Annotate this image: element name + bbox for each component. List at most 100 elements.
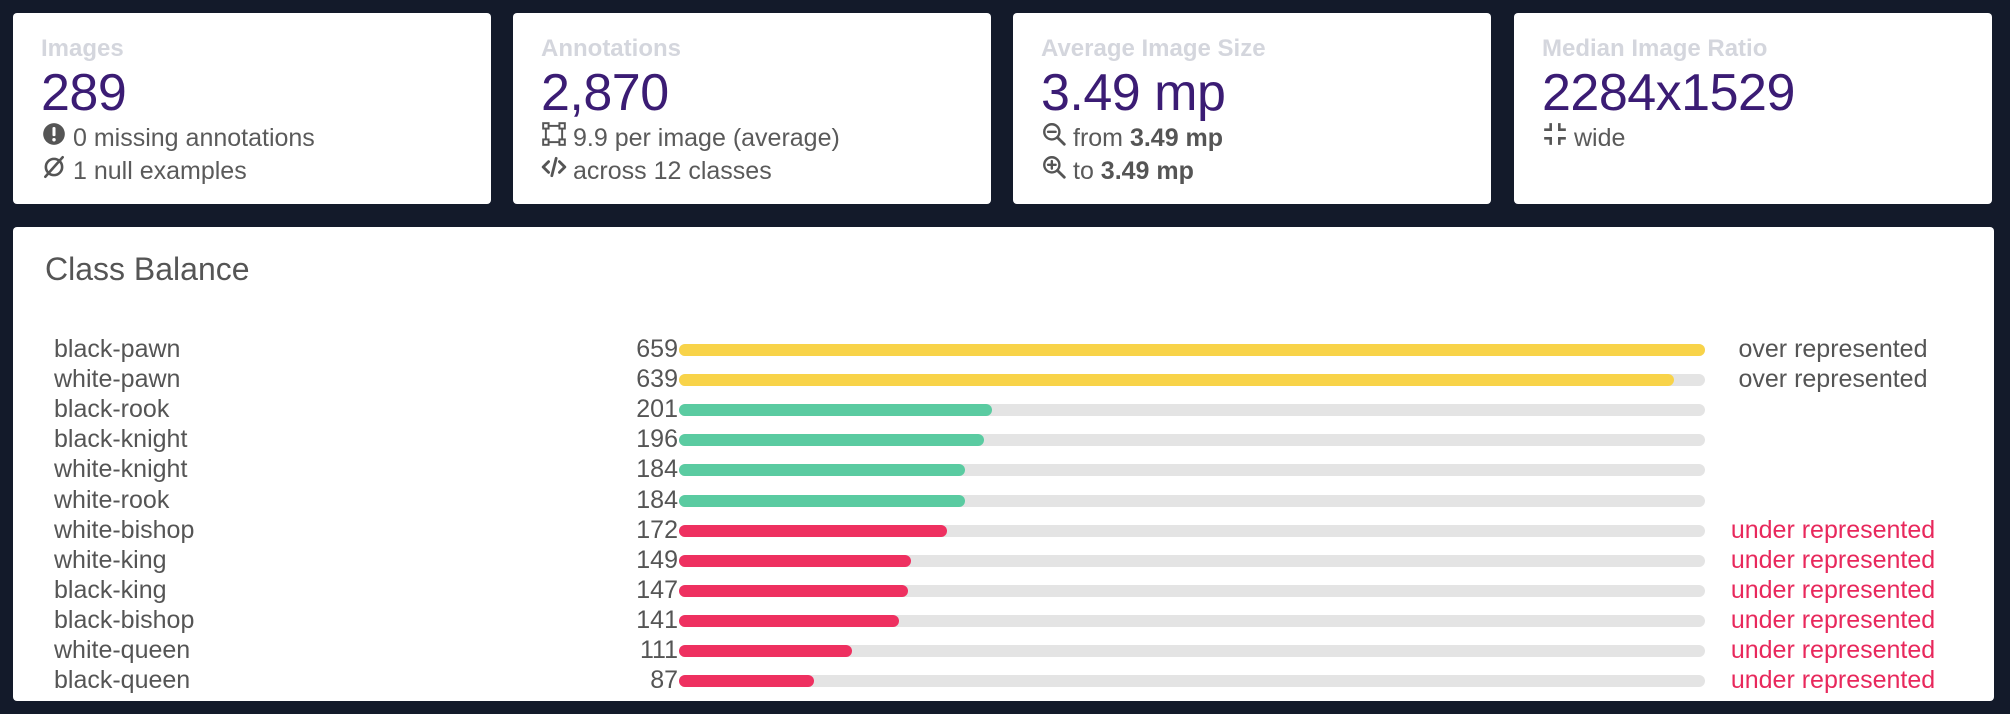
class-status: under represented xyxy=(1730,545,1936,574)
class-name: black-pawn xyxy=(54,335,181,363)
stat-detail: 1 null examples xyxy=(41,154,491,187)
class-name: black-bishop xyxy=(54,605,195,634)
stat-value: 3.49 mp xyxy=(1041,64,1226,122)
class-bar-fill xyxy=(679,554,911,567)
class-bar-track xyxy=(679,404,1705,417)
class-count: 111 xyxy=(639,636,678,664)
stat-card: Average Image Size 3.49 mp from 3.49 mp to … xyxy=(1013,13,1491,204)
class-row: black-queen 87 under represented xyxy=(13,665,1994,695)
class-name: black-queen xyxy=(54,666,191,695)
class-name: white-knight xyxy=(54,455,188,484)
class-row: white-bishop 172 under represented xyxy=(13,515,1994,545)
null-set-icon xyxy=(41,154,73,187)
stat-detail-text: across 12 classes xyxy=(573,156,772,185)
class-bar-track xyxy=(679,645,1705,657)
stat-value: 2,870 xyxy=(541,64,669,122)
class-bar-track xyxy=(679,675,1705,688)
class-name: white-pawn xyxy=(54,365,181,394)
class-bar-track xyxy=(679,374,1705,387)
class-bar-fill xyxy=(679,584,908,597)
class-bar-fill xyxy=(679,434,985,447)
class-bar-fill xyxy=(679,374,1674,387)
class-count: 147 xyxy=(636,575,678,604)
class-bar-track xyxy=(679,494,1705,507)
stat-label: Median Image Ratio xyxy=(1542,35,1768,62)
class-name: black-knight xyxy=(54,425,188,454)
class-balance-card: Class Balance black-pawn 659 over represen… xyxy=(13,227,1994,701)
class-name: black-rook xyxy=(54,395,170,424)
class-status: over represented xyxy=(1738,365,1928,394)
class-row: black-king 147 under represented xyxy=(13,575,1994,605)
class-row: white-king 149 under represented xyxy=(13,545,1994,575)
stat-detail-value: 3.49 mp xyxy=(1100,156,1194,185)
class-status: under represented xyxy=(1730,636,1936,664)
stat-detail: 9.9 per image (average) xyxy=(541,121,991,154)
stat-detail: 0 missing annotations xyxy=(41,121,491,154)
class-status: under represented xyxy=(1730,515,1936,544)
stat-detail-text: 0 missing annotations xyxy=(73,123,315,152)
stat-detail-value: 3.49 mp xyxy=(1129,123,1224,152)
class-bar-fill xyxy=(679,464,966,477)
class-row: black-knight 196 xyxy=(13,424,1994,454)
class-row: black-bishop 141 under represented xyxy=(13,605,1994,635)
class-count: 639 xyxy=(636,365,678,394)
class-bar-fill xyxy=(679,524,947,537)
zoom-in-icon xyxy=(1041,154,1073,187)
class-name: white-queen xyxy=(54,636,191,664)
class-count: 172 xyxy=(636,515,678,544)
stat-label: Annotations xyxy=(541,35,681,62)
class-status: under represented xyxy=(1730,605,1936,634)
class-count: 196 xyxy=(636,425,678,454)
class-bar-track xyxy=(679,614,1705,627)
class-bar-fill xyxy=(679,404,992,417)
class-count: 201 xyxy=(636,395,678,424)
class-bar-track xyxy=(679,434,1705,447)
stat-detail-text: 9.9 per image (average) xyxy=(573,123,840,152)
class-bar-track xyxy=(679,344,1705,356)
class-count: 141 xyxy=(636,605,678,634)
class-bar-track xyxy=(679,464,1705,477)
class-row: white-knight 184 xyxy=(13,454,1994,484)
class-bar-fill xyxy=(679,675,815,688)
stat-detail-text: 1 null examples xyxy=(73,156,247,185)
class-count: 659 xyxy=(636,335,678,363)
stat-detail-text: from xyxy=(1073,123,1130,152)
class-name: white-bishop xyxy=(54,515,195,544)
stat-value: 2284x1529 xyxy=(1542,64,1795,122)
class-row: black-rook 201 xyxy=(13,394,1994,424)
stat-detail: wide xyxy=(1542,121,1992,154)
class-name: black-king xyxy=(54,575,167,604)
class-row: black-pawn 659 over represented xyxy=(13,334,1994,364)
class-status: under represented xyxy=(1730,666,1936,695)
stat-label: Average Image Size xyxy=(1041,35,1266,62)
stat-detail: across 12 classes xyxy=(541,154,991,187)
class-row: white-queen 111 under represented xyxy=(13,635,1994,665)
class-name: white-king xyxy=(54,545,167,574)
class-count: 184 xyxy=(636,485,678,514)
class-bar-track xyxy=(679,524,1705,537)
class-bar-fill xyxy=(679,344,1705,356)
class-status: under represented xyxy=(1730,575,1936,604)
stat-card: Images 289 0 missing annotations 1 null exa… xyxy=(13,13,491,204)
stat-card: Annotations 2,870 9.9 per image (average) a… xyxy=(513,13,991,204)
stat-detail: to 3.49 mp xyxy=(1041,154,1491,187)
class-status: over represented xyxy=(1738,335,1928,363)
compress-icon xyxy=(1542,121,1574,154)
stat-value: 289 xyxy=(41,64,127,122)
code-icon xyxy=(541,154,573,187)
exclamation-circle-icon xyxy=(41,121,73,154)
class-count: 149 xyxy=(636,545,678,574)
class-name: white-rook xyxy=(54,485,170,514)
stat-detail-text: wide xyxy=(1574,123,1626,152)
stat-detail-text: to xyxy=(1073,156,1101,185)
class-count: 87 xyxy=(650,666,678,695)
class-bar-fill xyxy=(679,614,899,627)
class-bar-fill xyxy=(679,645,852,657)
class-count: 184 xyxy=(636,455,678,484)
class-row: white-rook 184 xyxy=(13,485,1994,515)
class-bar-track xyxy=(679,554,1705,567)
stat-detail: from 3.49 mp xyxy=(1041,121,1491,154)
class-bar-track xyxy=(679,584,1705,597)
class-balance-title: Class Balance xyxy=(45,251,250,287)
class-row: white-pawn 639 over represented xyxy=(13,364,1994,394)
